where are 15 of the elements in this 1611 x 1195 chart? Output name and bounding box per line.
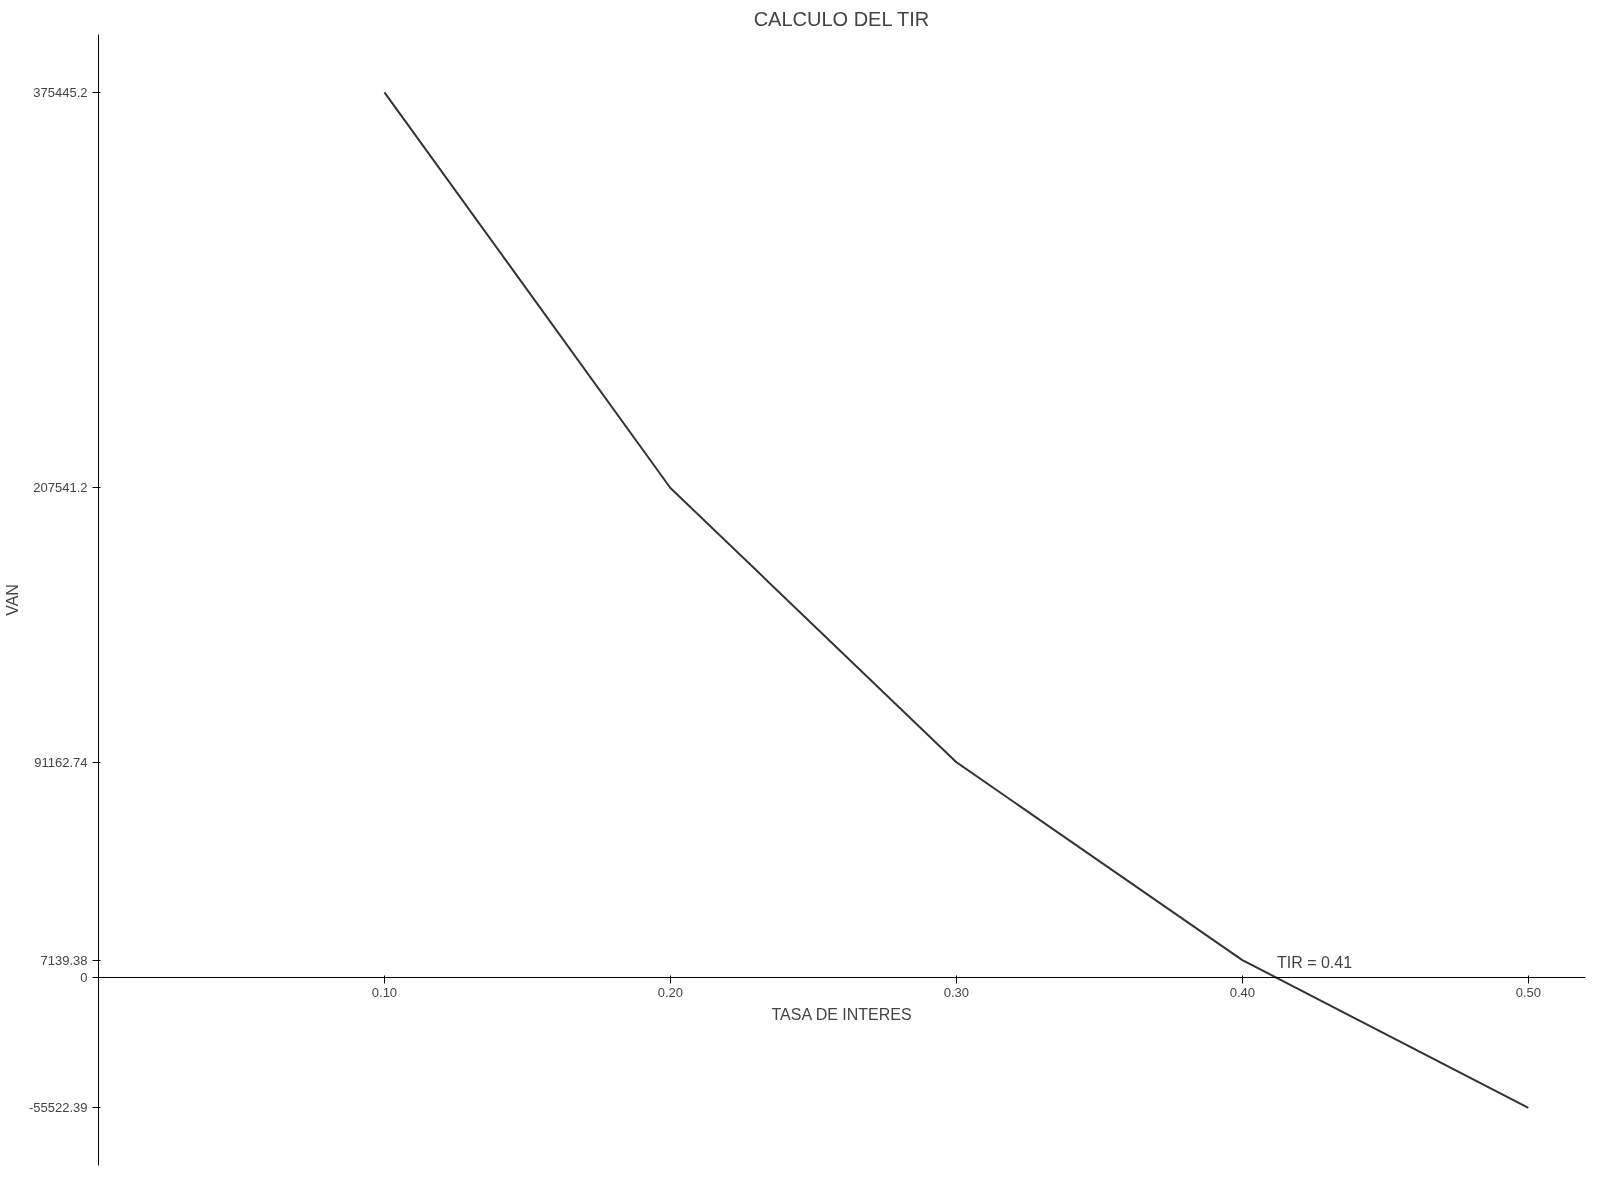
- chart-title: CALCULO DEL TIR: [753, 7, 930, 30]
- annotation: TIR = 0.41: [1276, 954, 1353, 971]
- x-tick-label: 0.40: [1229, 985, 1256, 1000]
- y-tick-label: 91162.74: [34, 754, 88, 770]
- y-tick-label: 7139.38: [40, 952, 88, 968]
- x-tick-label: 0.20: [657, 985, 684, 1000]
- y-tick-label: 375445.2: [33, 84, 88, 100]
- y-tick-label: 0: [80, 969, 88, 985]
- x-tick-label: 0.30: [943, 985, 970, 1000]
- y-tick-label: -55522.39: [28, 1100, 88, 1116]
- x-axis-title: TASA DE INTERES: [771, 1005, 912, 1023]
- x-tick-label: 0.10: [371, 985, 398, 1000]
- y-axis-title: VAN: [3, 584, 21, 616]
- x-tick-label: 0.50: [1515, 985, 1541, 1000]
- y-tick-label: 207541.2: [33, 480, 88, 496]
